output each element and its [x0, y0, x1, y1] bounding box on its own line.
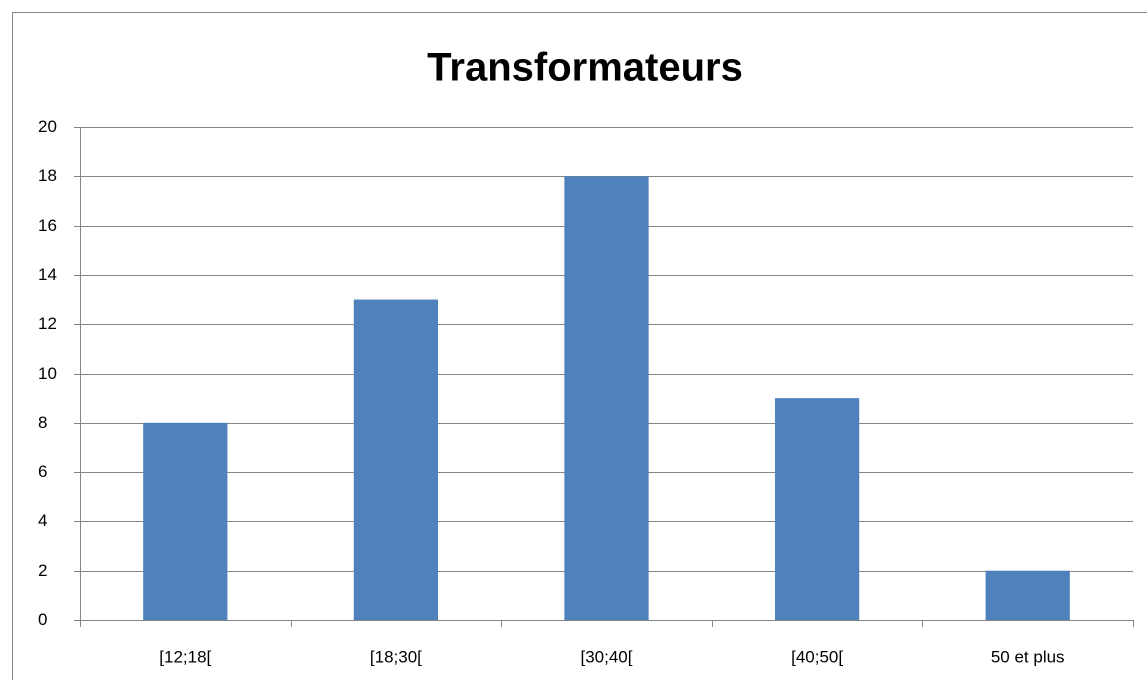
x-tick-label: [18;30[ [370, 647, 422, 666]
y-tick-label: 6 [38, 462, 47, 481]
y-tick-label: 14 [38, 265, 57, 284]
y-tick-label: 20 [38, 117, 57, 136]
bar [985, 570, 1070, 620]
y-tick-label: 0 [38, 610, 47, 629]
bar [774, 398, 860, 620]
bar [353, 299, 439, 620]
y-tick-label: 10 [38, 364, 57, 383]
y-tick-label: 8 [38, 413, 47, 432]
y-tick-label: 12 [38, 314, 57, 333]
x-tick-label: [40;50[ [791, 647, 843, 666]
chart-title: Transformateurs [427, 46, 743, 90]
x-tick-label: [30;40[ [581, 647, 633, 666]
x-tick-label: [12;18[ [159, 647, 211, 666]
bar [143, 422, 228, 620]
y-tick-label: 2 [38, 561, 47, 580]
y-tick-label: 18 [38, 166, 57, 185]
y-tick-label: 4 [38, 511, 47, 530]
y-tick-label: 16 [38, 216, 57, 235]
bar [564, 176, 649, 621]
x-tick-label: 50 et plus [991, 647, 1065, 666]
